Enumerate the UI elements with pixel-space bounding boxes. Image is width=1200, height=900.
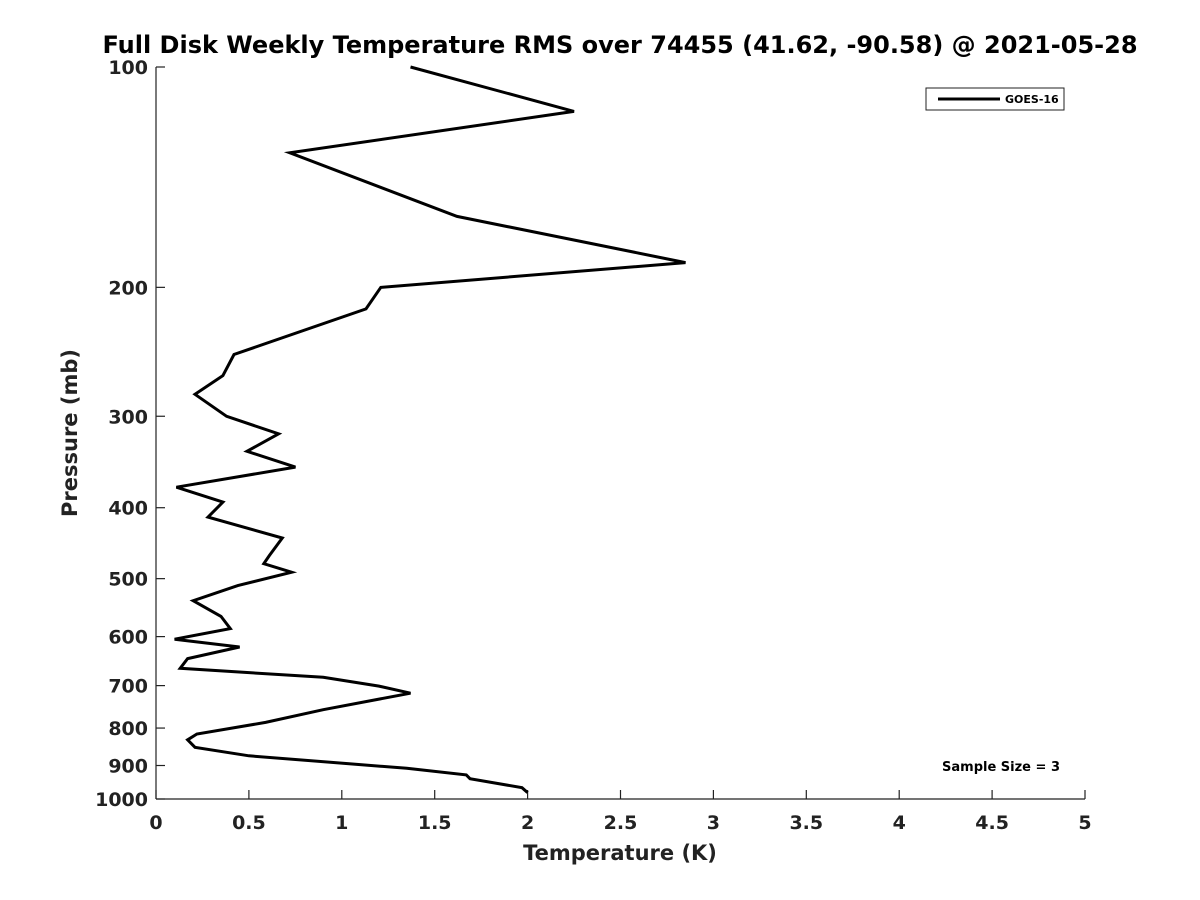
y-tick-label: 600 — [108, 627, 148, 649]
x-tick-label: 0 — [149, 812, 162, 834]
x-tick-label: 2.5 — [604, 812, 638, 834]
y-axis-label: Pressure (mb) — [58, 349, 82, 517]
x-tick-label: 4.5 — [975, 812, 1009, 834]
x-tick-label: 2 — [521, 812, 534, 834]
y-tick-label: 500 — [108, 569, 148, 591]
y-tick-label: 400 — [108, 498, 148, 520]
x-axis-label: Temperature (K) — [523, 841, 717, 865]
x-ticks: 0 0.5 1 1.5 2 2.5 3 3.5 4 4.5 5 — [149, 790, 1092, 834]
sample-size-annotation: Sample Size = 3 — [942, 760, 1060, 775]
legend: GOES-16 — [925, 87, 1065, 111]
y-tick-label: 200 — [108, 277, 148, 299]
x-tick-label: 1.5 — [418, 812, 452, 834]
y-tick-label: 100 — [108, 57, 148, 79]
x-tick-label: 1 — [335, 812, 348, 834]
x-tick-label: 3.5 — [789, 812, 823, 834]
y-tick-label: 700 — [108, 676, 148, 698]
y-tick-label: 300 — [108, 406, 148, 428]
y-tick-label: 1000 — [95, 789, 148, 811]
y-tick-label: 800 — [108, 718, 148, 740]
y-tick-label: 900 — [108, 756, 148, 778]
x-tick-label: 5 — [1078, 812, 1091, 834]
x-tick-label: 0.5 — [232, 812, 266, 834]
chart-title: Full Disk Weekly Temperature RMS over 74… — [102, 31, 1137, 59]
series-line-goes-16 — [174, 65, 686, 794]
x-tick-label: 3 — [707, 812, 720, 834]
y-ticks: 100 200 300 400 500 600 700 800 900 1000 — [95, 57, 165, 811]
plot-area: 0 0.5 1 1.5 2 2.5 3 3.5 4 4.5 5 100 200 300 400 500 600… — [95, 57, 1092, 834]
legend-label: GOES-16 — [1005, 93, 1059, 106]
x-tick-label: 4 — [893, 812, 906, 834]
